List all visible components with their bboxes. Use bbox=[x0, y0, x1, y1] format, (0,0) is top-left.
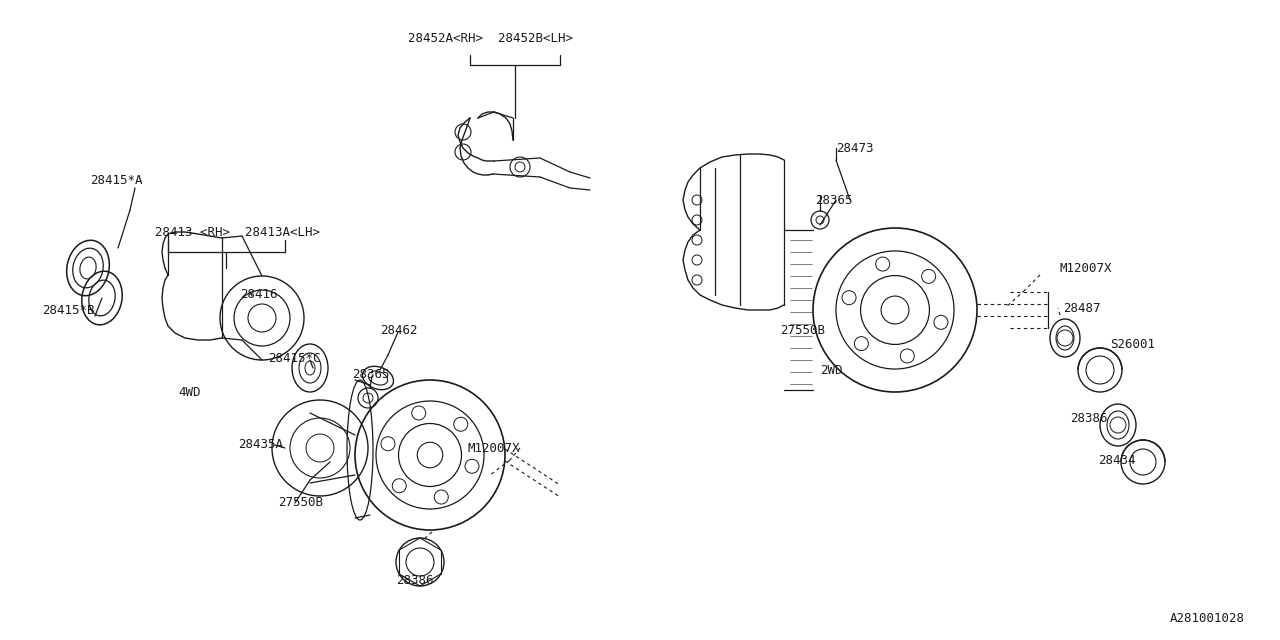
Text: 28415*C: 28415*C bbox=[268, 351, 320, 365]
Text: 27550B: 27550B bbox=[278, 497, 323, 509]
Text: 28435A: 28435A bbox=[238, 438, 283, 451]
Text: 2WD: 2WD bbox=[820, 364, 842, 376]
Text: 28413 <RH>  28413A<LH>: 28413 <RH> 28413A<LH> bbox=[155, 225, 320, 239]
Text: 27550B: 27550B bbox=[780, 323, 826, 337]
Text: 28434: 28434 bbox=[1098, 454, 1135, 467]
Text: S26001: S26001 bbox=[1110, 339, 1155, 351]
Text: 28415*A: 28415*A bbox=[90, 173, 142, 186]
Text: 28386: 28386 bbox=[1070, 412, 1107, 424]
Text: A281001028: A281001028 bbox=[1170, 611, 1245, 625]
Text: 28365: 28365 bbox=[815, 193, 852, 207]
Text: 28415*B: 28415*B bbox=[42, 303, 95, 317]
Text: 28365: 28365 bbox=[352, 369, 389, 381]
Text: 28416: 28416 bbox=[241, 289, 278, 301]
Text: 28452A<RH>  28452B<LH>: 28452A<RH> 28452B<LH> bbox=[407, 31, 572, 45]
Text: M12007X: M12007X bbox=[1060, 262, 1112, 275]
Text: M12007X: M12007X bbox=[468, 442, 521, 454]
Text: 28462: 28462 bbox=[380, 323, 417, 337]
Text: 28487: 28487 bbox=[1062, 301, 1101, 314]
Text: 4WD: 4WD bbox=[178, 385, 201, 399]
Text: 28473: 28473 bbox=[836, 141, 873, 154]
Text: 28386: 28386 bbox=[397, 573, 434, 586]
